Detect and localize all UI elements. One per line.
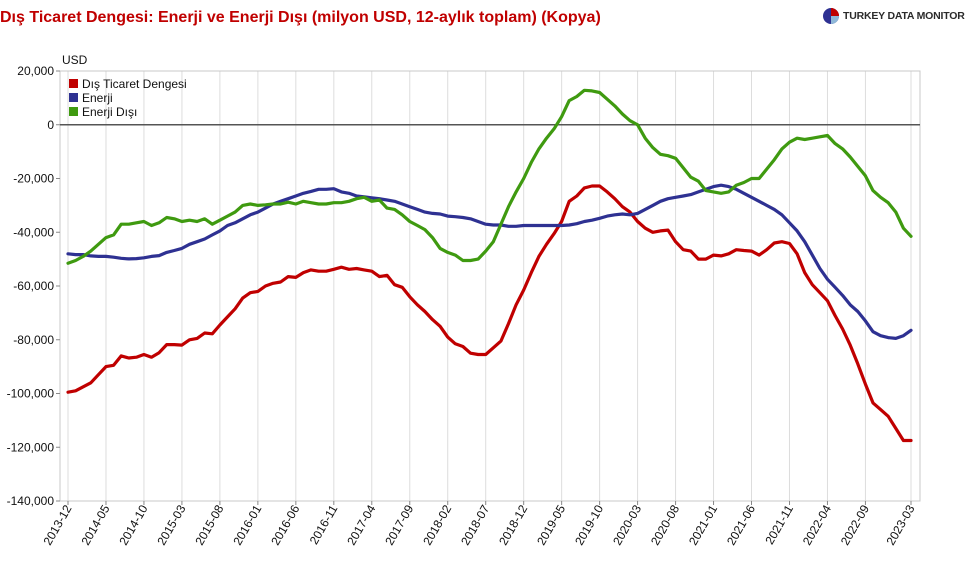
y-tick-label: -20,000 — [13, 172, 54, 186]
x-tick-label: 2023-03 — [883, 502, 917, 547]
legend-swatch — [69, 107, 78, 116]
y-tick-label: -100,000 — [7, 387, 55, 401]
legend-label: Enerji Dışı — [82, 105, 137, 119]
x-tick-label: 2019-10 — [572, 502, 606, 547]
brand-globe-icon — [823, 8, 839, 24]
x-tick-label: 2022-04 — [800, 502, 834, 547]
x-tick-label: 2014-05 — [78, 502, 112, 547]
x-tick-label: 2020-08 — [648, 502, 682, 547]
x-tick-label: 2019-05 — [534, 502, 568, 547]
series-line-1 — [66, 184, 913, 443]
y-tick-label: 0 — [47, 118, 54, 132]
x-tick-label: 2016-01 — [230, 502, 264, 547]
y-tick-label: -140,000 — [7, 494, 55, 508]
y-tick-label: 20,000 — [17, 64, 54, 78]
y-tick-label: -40,000 — [13, 225, 54, 239]
brand-logo: TURKEY DATA MONITOR — [822, 6, 965, 26]
y-axis-label: USD — [62, 53, 88, 67]
legend-label: Dış Ticaret Dengesi — [82, 77, 187, 91]
x-tick-label: 2018-12 — [496, 502, 530, 547]
x-tick-label: 2021-11 — [762, 502, 796, 547]
y-tick-label: -80,000 — [13, 333, 54, 347]
series-line-3 — [66, 88, 913, 265]
x-tick-label: 2020-03 — [610, 502, 644, 547]
x-tick-label: 2015-03 — [154, 502, 188, 547]
x-tick-label: 2022-09 — [838, 502, 872, 547]
x-tick-label: 2018-07 — [458, 502, 492, 547]
series-line-2 — [66, 183, 913, 340]
grid-layer — [67, 71, 912, 501]
x-tick-label: 2013-12 — [40, 502, 74, 547]
legend-swatch — [69, 79, 78, 88]
chart-title: Dış Ticaret Dengesi: Enerji ve Enerji Dı… — [0, 9, 601, 26]
x-tick-label: 2017-04 — [344, 502, 378, 547]
x-tick-label: 2016-11 — [307, 502, 341, 547]
x-tick-label: 2016-06 — [268, 502, 302, 547]
x-tick-label: 2021-06 — [724, 502, 758, 547]
series-layer — [66, 88, 913, 443]
brand-name: TURKEY DATA MONITOR — [843, 10, 965, 22]
x-tick-label: 2018-02 — [420, 502, 454, 547]
x-tick-label: 2015-08 — [192, 502, 226, 547]
x-tick-label: 2021-01 — [686, 502, 720, 547]
x-tick-label: 2017-09 — [382, 502, 416, 547]
y-tick-label: -120,000 — [7, 440, 55, 454]
plot-area-border — [59, 70, 921, 502]
legend-swatch — [69, 93, 78, 102]
legend-label: Enerji — [82, 91, 113, 105]
x-tick-label: 2014-10 — [116, 502, 150, 547]
y-tick-label: -60,000 — [13, 279, 54, 293]
